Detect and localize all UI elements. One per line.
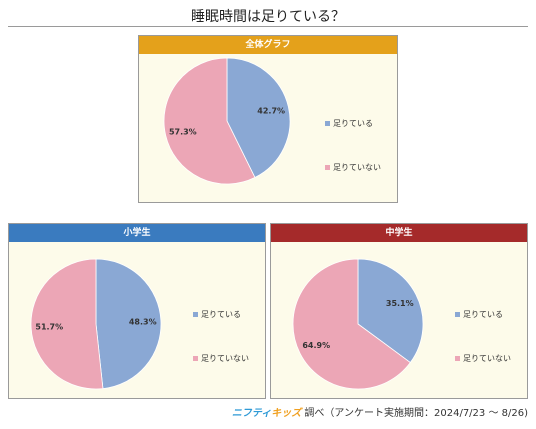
overall-chart-header: 全体グラフ: [139, 36, 397, 54]
pie-slice-enough: [226, 57, 291, 179]
elementary-chart-header: 小学生: [9, 224, 265, 242]
pie-slice-enough: [357, 258, 424, 364]
middle-school-chart-panel: 中学生 35.1% 64.9% 足りている足りていない: [270, 223, 528, 399]
legend-label: 足りている: [463, 310, 503, 319]
pie-slice-not-enough: [30, 258, 104, 390]
page-title: 睡眠時間は足りている？: [191, 9, 345, 25]
legend-label: 足りていない: [201, 354, 249, 363]
slice-label: 35.1%: [386, 299, 414, 308]
slice-label: 42.7%: [257, 107, 285, 116]
legend-swatch: [455, 312, 460, 317]
overall-chart-panel: 全体グラフ 42.7% 57.3% 足りている足りていない: [138, 35, 398, 203]
slice-label: 51.7%: [35, 322, 63, 331]
legend-swatch: [455, 356, 460, 361]
legend-swatch: [193, 356, 198, 361]
middle-school-chart-header: 中学生: [271, 224, 527, 242]
title-divider: [8, 26, 528, 27]
pie-slice-not-enough: [163, 57, 256, 185]
survey-period-text: 調べ（アンケート実施期間：2024/7/23 ～ 8/26): [304, 408, 528, 419]
legend-swatch: [193, 312, 198, 317]
source-note: ニフティキッズ 調べ（アンケート実施期間：2024/7/23 ～ 8/26): [232, 404, 528, 419]
slice-label: 64.9%: [302, 341, 330, 350]
elementary-chart-panel: 小学生 48.3% 51.7% 足りている足りていない: [8, 223, 266, 399]
legend-swatch: [325, 121, 330, 126]
pie-slice-not-enough: [292, 258, 411, 390]
pie-slice-enough: [95, 258, 162, 390]
logo-text-nifty: ニフティ: [231, 408, 272, 419]
legend-swatch: [325, 165, 330, 170]
logo-text-kids: キッズ: [271, 408, 302, 419]
slice-label: 48.3%: [129, 318, 157, 327]
legend-label: 足りている: [333, 119, 373, 128]
legend-label: 足りていない: [333, 163, 381, 172]
legend-label: 足りていない: [463, 354, 511, 363]
slice-label: 57.3%: [169, 127, 197, 136]
legend-label: 足りている: [201, 310, 241, 319]
